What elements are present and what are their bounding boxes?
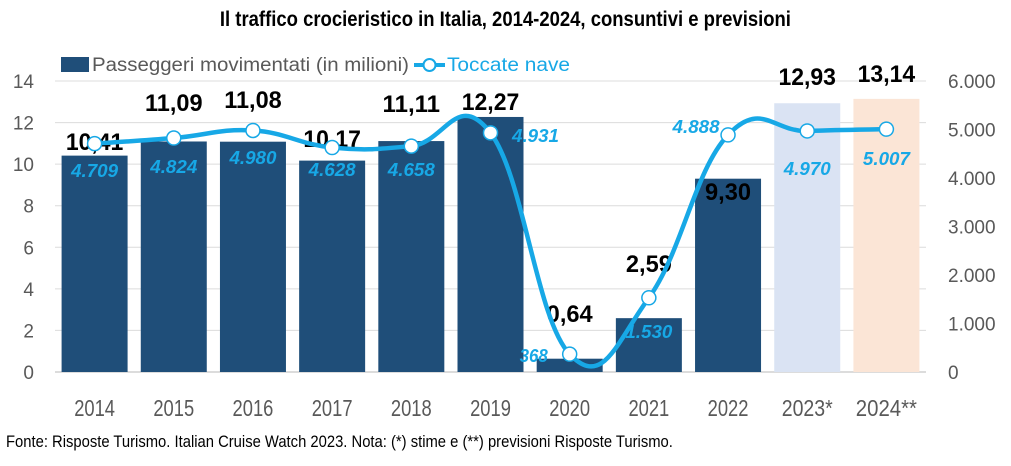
right-tick-label: 0	[948, 363, 959, 384]
left-tick-label: 2	[23, 321, 34, 342]
line-marker	[561, 346, 578, 362]
line-data-label: 5.007	[863, 149, 911, 169]
line-data-label: 4.980	[228, 148, 276, 168]
bar-data-label: 9,30	[705, 179, 751, 206]
line-data-labels: 4.709 4.824 4.980 4.628 4.658 4.931 368 1.530 4.…	[70, 117, 911, 366]
x-tick-label: 2017	[312, 395, 353, 421]
line-marker	[166, 130, 182, 146]
line-data-label: 4.709	[70, 161, 118, 181]
source-footnote: Fonte: Risposte Turismo. Italian Cruise …	[6, 432, 673, 451]
left-tick-label: 6	[23, 238, 34, 259]
x-tick-label: 2021	[628, 395, 669, 421]
bar	[853, 98, 920, 372]
bar	[457, 116, 524, 372]
bar	[219, 141, 286, 372]
bar	[536, 358, 603, 372]
x-tick-label: 2015	[153, 395, 194, 421]
left-tick-label: 14	[13, 72, 35, 93]
legend-line-marker	[422, 58, 437, 72]
bar-data-label: 13,14	[858, 61, 916, 88]
bar	[695, 178, 762, 372]
line-data-label: 4.824	[149, 157, 197, 177]
line-marker	[403, 138, 420, 154]
right-tick-label: 2.000	[948, 266, 996, 287]
bar-data-label: 11,08	[224, 87, 282, 114]
left-tick-label: 0	[23, 363, 34, 384]
x-tick-label: 2020	[549, 395, 590, 421]
line-data-label: 4.658	[387, 160, 435, 180]
line-data-label: 4.931	[511, 126, 559, 146]
right-tick-label: 5.000	[948, 121, 996, 142]
bar	[774, 103, 841, 372]
legend-line-label: Toccate nave	[447, 55, 570, 76]
line-series	[86, 113, 895, 369]
left-tick-label: 4	[23, 280, 34, 301]
bar	[61, 155, 128, 372]
line-data-label: 4.888	[672, 117, 720, 137]
bar-data-label: 11,09	[145, 90, 203, 117]
left-tick-label: 10	[13, 155, 34, 176]
legend: Passeggeri movimentati (in milioni) Tocc…	[61, 55, 570, 76]
x-tick-label: 2023*	[782, 395, 833, 421]
line-marker	[482, 125, 499, 141]
x-axis: 2014 2015 2016 2017 2018 2019 2020 2021 2022 2023…	[74, 395, 917, 421]
left-axis: 0 2 4 6 8 10 12 14	[13, 72, 35, 384]
bar-series	[61, 98, 920, 372]
line-data-label: 4.970	[783, 159, 831, 179]
line-data-label: 4.628	[308, 160, 356, 180]
x-tick-label: 2014	[74, 395, 115, 421]
right-tick-label: 1.000	[948, 315, 996, 336]
line-marker	[799, 123, 815, 139]
bar-data-label: 12,27	[462, 89, 520, 116]
line-data-label: 368	[520, 346, 548, 366]
bar	[299, 160, 366, 372]
line-marker	[720, 127, 736, 143]
legend-bar-label: Passeggeri movimentati (in milioni)	[92, 55, 409, 76]
left-tick-label: 8	[23, 197, 34, 218]
line-marker	[324, 139, 340, 156]
chart-title: Il traffico crocieristico in Italia, 201…	[219, 8, 791, 31]
right-tick-label: 4.000	[948, 169, 996, 190]
bar	[378, 141, 445, 372]
bar-data-label: 12,93	[778, 64, 836, 91]
line-data-label: 1.530	[625, 322, 672, 342]
line-marker	[86, 135, 103, 152]
x-tick-label: 2018	[391, 395, 432, 421]
legend-bar-swatch	[61, 57, 89, 72]
line-marker	[641, 290, 657, 306]
left-tick-label: 12	[13, 114, 34, 135]
bar	[140, 141, 207, 372]
line-marker	[878, 121, 895, 137]
x-tick-label: 2024**	[856, 395, 917, 421]
right-tick-label: 6.000	[948, 72, 996, 93]
line-marker	[245, 122, 261, 139]
x-tick-label: 2019	[470, 395, 511, 421]
x-tick-label: 2016	[233, 395, 274, 421]
right-axis: 0 1.000 2.000 3.000 4.000 5.000 6.000	[948, 72, 996, 384]
x-tick-label: 2022	[708, 395, 749, 421]
right-tick-label: 3.000	[948, 218, 996, 239]
bar-data-label: 11,11	[383, 91, 441, 118]
